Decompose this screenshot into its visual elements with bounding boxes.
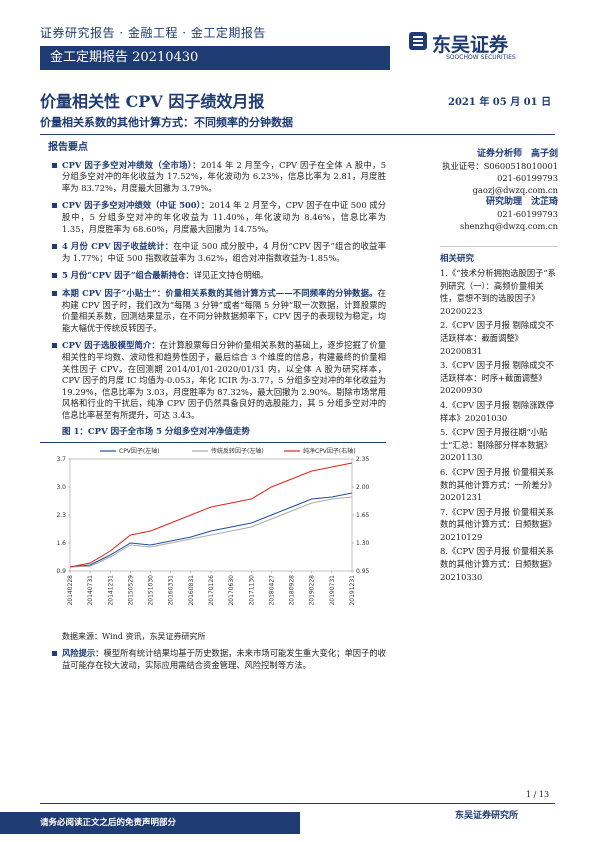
report-title: 价量相关性 CPV 因子绩效月报 xyxy=(40,92,265,111)
related-heading: 相关研究 xyxy=(440,246,558,265)
section-heading: 报告要点 xyxy=(48,142,88,153)
item-text: 2014 年 2 月至今，CPV 因子在中证 500 成分股中，5 分组多空对冲… xyxy=(62,200,386,234)
banner: 金工定期报告 20210430 xyxy=(40,46,390,70)
series-line xyxy=(69,496,353,568)
series-line xyxy=(69,492,353,568)
item-text: 详见正文持仓明细。 xyxy=(193,270,269,281)
report-subtitle: 价量相关系数的其他计算方式：不同频率的分钟数据 xyxy=(40,116,293,129)
related-list: 1.《“技术分析拥抱选股因子”系列研究（一）：高频价量相关性，意想不到的选股因子… xyxy=(440,267,558,583)
related-item: 7.《CPV 因子月报 价量相关系数的其他计算方式：日频数据》20210129 xyxy=(440,506,557,542)
y2-tick-label: 2.00 xyxy=(356,484,370,491)
x-tick-label: 20180427 xyxy=(268,575,275,606)
x-tick-label: 20170630 xyxy=(228,575,235,606)
risk-lead: 风险提示： xyxy=(62,648,104,659)
page-number: 1 / 13 xyxy=(526,790,550,799)
logo-en: SOOCHOW SECURITIES xyxy=(446,54,516,61)
rule xyxy=(40,134,555,135)
related-item: 1.《“技术分析拥抱选股因子”系列研究（一）：高频价量相关性，意想不到的选股因子… xyxy=(440,268,556,316)
summary-item: 5 月份“CPV 因子”组合最新持仓：详见正文持仓明细。 xyxy=(40,270,386,282)
x-tick-label: 20151030 xyxy=(148,575,155,606)
y2-tick-label: 2.35 xyxy=(356,456,370,463)
rule xyxy=(40,803,555,804)
related-item: 5.《CPV 因子月报往期“小贴士”汇总：剔除部分样本数据》20201130 xyxy=(440,427,553,463)
legend-label: 传统反转因子(左轴) xyxy=(211,447,264,455)
analyst-line: 021-60199793 xyxy=(497,209,558,219)
report-date: 2021 年 05 月 01 日 xyxy=(448,97,552,108)
x-tick-label: 20160331 xyxy=(168,575,175,606)
x-tick-label: 20190228 xyxy=(309,575,316,606)
x-tick-label: 20180928 xyxy=(289,575,296,606)
item-lead: 4 月份 CPV 因子收益统计： xyxy=(62,241,174,252)
related-item: 8.《CPV 因子月报 价量相关系数的其他计算方式：日频数据》20210330 xyxy=(440,546,557,582)
analyst-line: 研究助理 沈芷琦 xyxy=(485,197,558,207)
item-lead: CPV 因子多空对冲绩效（全市场）： xyxy=(62,159,201,170)
y-tick-label: 3.0 xyxy=(56,484,66,491)
figure-source: 数据来源：Wind 资讯，东吴证券研究所 xyxy=(62,631,206,641)
summary-item: CPV 因子多空对冲绩效（全市场）：2014 年 2 月至今，CPV 因子在全体… xyxy=(40,160,386,195)
y-tick-label: 1.6 xyxy=(56,540,66,547)
x-tick-label: 20150529 xyxy=(127,575,134,606)
x-tick-label: 20160831 xyxy=(188,575,195,606)
main-column: 报告要点 CPV 因子多空对冲绩效（全市场）：2014 年 2 月至今，CPV … xyxy=(40,140,386,677)
x-tick-label: 20141231 xyxy=(107,575,114,606)
chart: 0.9 1.6 2.3 3.0 3.7 0.95 1.30 1.65 2.00 2.35 20140… xyxy=(56,447,370,606)
summary-item: 4 月份 CPV 因子收益统计：在中证 500 成分股中，4 月份“CPV 因子… xyxy=(40,241,386,264)
side-column: 证券分析师 高子剑执业证号：S0600518010001 021-60199793… xyxy=(440,148,558,583)
item-lead: CPV 因子选股模型简介： xyxy=(62,340,160,351)
analyst-line: 执业证号：S0600518010001 xyxy=(442,161,558,171)
y-tick-label: 2.3 xyxy=(56,512,66,519)
summary-list: CPV 因子多空对冲绩效（全市场）：2014 年 2 月至今，CPV 因子在全体… xyxy=(40,160,386,422)
series-line xyxy=(69,462,353,568)
summary-item: CPV 因子多空对冲绩效（中证 500）：2014 年 2 月至今，CPV 因子… xyxy=(40,200,386,235)
x-tick-label: 20191231 xyxy=(349,575,356,606)
x-tick-label: 20190731 xyxy=(329,575,336,606)
related-item: 4.《CPV 因子月报 剔除涨跌停样本》20201030 xyxy=(440,399,555,423)
item-lead: CPV 因子多空对冲绩效（中证 500）： xyxy=(62,200,210,211)
item-text: 在中证 500 成分股中，4 月份“CPV 因子”组合的收益率为 1.77%；中… xyxy=(62,241,386,263)
analyst-line: gaozj@dwzq.com.cn xyxy=(472,185,558,195)
logo: 东吴证券 xyxy=(432,34,509,56)
item-lead: 5 月份“CPV 因子”组合最新持仓： xyxy=(62,270,194,281)
footer-org: 东吴证券研究所 xyxy=(455,811,519,821)
analyst-line: shenzhq@dwzq.com.cn xyxy=(459,221,558,231)
x-tick-label: 20140228 xyxy=(67,575,74,606)
x-tick-label: 20140731 xyxy=(87,575,94,606)
logo-mark xyxy=(409,32,427,50)
risk: 风险提示：模型所有统计结果均基于历史数据，未来市场可能发生重大变化；单因子的收益… xyxy=(40,648,386,671)
figure-caption: 图 1：CPV 因子全市场 5 分组多空对冲净值走势 xyxy=(40,427,386,444)
analyst-line: 021-60199793 xyxy=(497,173,558,183)
item-text: 2014 年 2 月至今，CPV 因子在全体 A 股中，5 分组多空对冲的年化收… xyxy=(62,159,386,193)
disclaimer: 请务必阅读正文之后的免责声明部分 xyxy=(0,812,300,834)
x-tick-label: 20171130 xyxy=(248,575,255,606)
breadcrumb: 证券研究报告 · 金融工程 · 金工定期报告 xyxy=(40,26,266,40)
analyst-line: 证券分析师 高子剑 xyxy=(476,149,558,159)
risk-text: 模型所有统计结果均基于历史数据，未来市场可能发生重大变化；单因子的收益可能存在较… xyxy=(62,648,386,670)
item-text: 在构建 CPV 因子时，我们改为“每隔 3 分钟”或者“每隔 5 分钟”取一次数… xyxy=(62,287,386,333)
legend-label: 纯净CPV因子(右轴) xyxy=(303,447,356,455)
y-tick-label: 0.9 xyxy=(56,568,66,575)
related-item: 3.《CPV 因子月报 剔除成交不活跃样本：时序+截面调整》20200930 xyxy=(440,360,555,396)
analysts: 证券分析师 高子剑执业证号：S0600518010001 021-60199793… xyxy=(440,148,558,232)
y-tick-label: 3.7 xyxy=(56,456,66,463)
x-tick-label: 20170126 xyxy=(208,575,215,606)
related-item: 2.《CPV 因子月报 剔除成交不活跃样本：截面调整》20200831 xyxy=(440,320,555,356)
related-item: 6.《CPV 因子月报 价量相关系数的其他计算方式：一阶差分》20201231 xyxy=(440,466,557,503)
summary-item: 本期 CPV 因子“小贴士”：价量相关系数的其他计算方式——不同频率的分钟数据。… xyxy=(40,288,386,334)
summary-item: CPV 因子选股模型简介：在计算股票每日分钟价量相关系数的基础上，逐步挖掘了价量… xyxy=(40,340,386,421)
item-text: 在计算股票每日分钟价量相关系数的基础上，逐步挖掘了价量相关性的平均数、波动性和趋… xyxy=(62,340,386,420)
y2-tick-label: 1.30 xyxy=(356,540,370,547)
y2-tick-label: 1.65 xyxy=(356,512,370,519)
item-lead: 本期 CPV 因子“小贴士”：价量相关系数的其他计算方式——不同频率的分钟数据。 xyxy=(62,287,378,298)
y2-tick-label: 0.95 xyxy=(356,568,370,575)
legend-label: CPV因子(左轴) xyxy=(119,447,160,455)
